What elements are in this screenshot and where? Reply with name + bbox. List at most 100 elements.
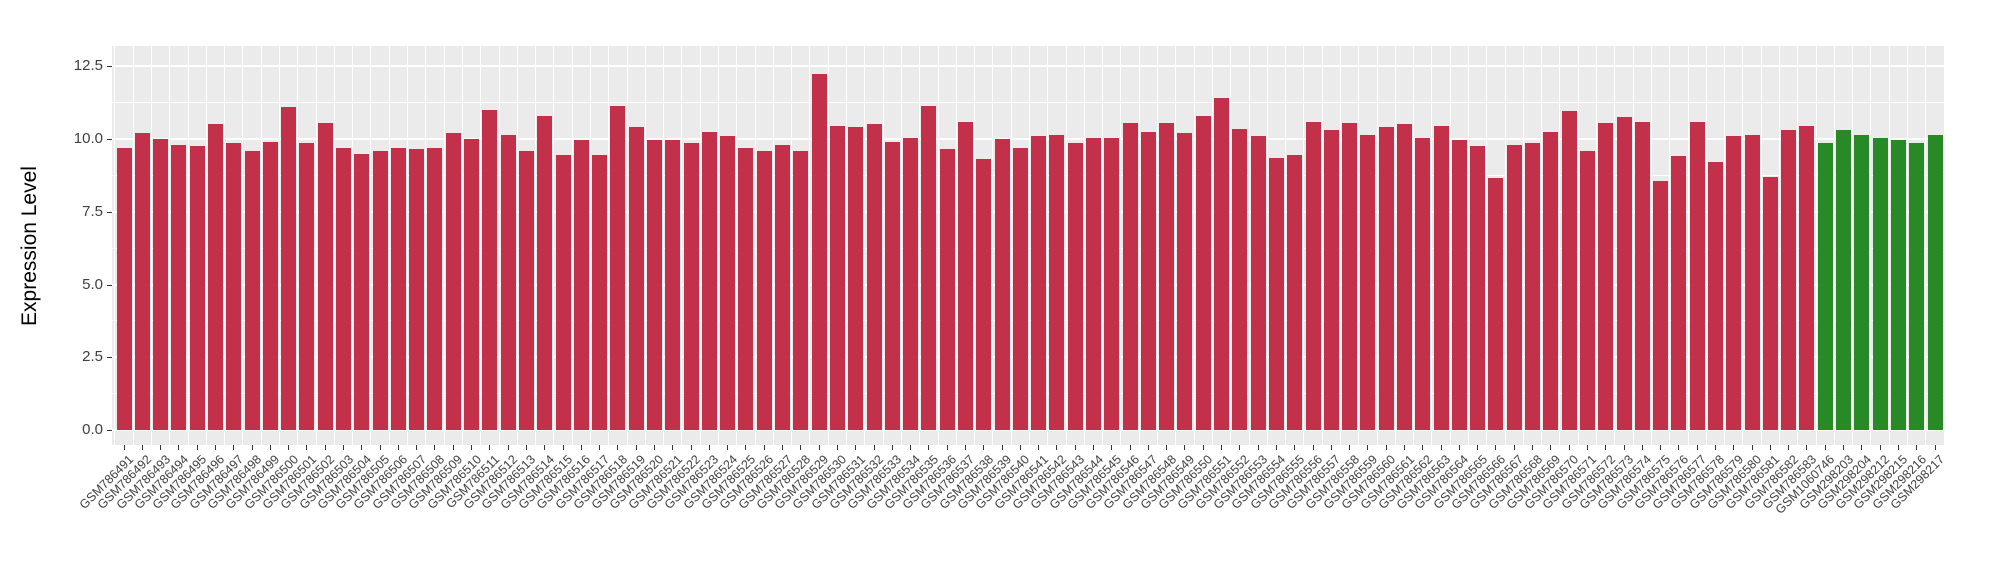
y-tick-mark (107, 284, 112, 286)
x-tick-mark (1422, 445, 1424, 450)
gridline-vertical (297, 46, 299, 445)
bar-GSM786556 (1305, 121, 1321, 430)
bar-GSM786551 (1214, 98, 1230, 430)
x-tick-mark (544, 445, 546, 450)
gridline-vertical (1833, 46, 1835, 445)
gridline-vertical (1065, 46, 1067, 445)
bar-GSM298204 (1854, 134, 1870, 430)
bar-GSM786573 (1616, 117, 1632, 430)
gridline-vertical (224, 46, 226, 445)
gridline-vertical (461, 46, 463, 445)
gridline-vertical (1797, 46, 1799, 445)
bar-GSM786544 (1086, 137, 1102, 430)
bar-GSM786567 (1506, 144, 1522, 430)
gridline-vertical (1468, 46, 1470, 445)
gridline-vertical (1760, 46, 1762, 445)
x-tick-mark (1147, 445, 1149, 450)
gridline-vertical (169, 46, 171, 445)
x-tick-mark (1074, 445, 1076, 450)
gridline-vertical (388, 46, 390, 445)
bar-GSM786510 (464, 139, 480, 430)
x-tick-mark (471, 445, 473, 450)
x-tick-mark (1202, 445, 1204, 450)
x-tick-mark (800, 445, 802, 450)
x-tick-mark (1532, 445, 1534, 450)
bar-GSM786569 (1543, 131, 1559, 430)
gridline-vertical (1394, 46, 1396, 445)
y-tick-mark (107, 66, 112, 68)
gridline-vertical (937, 46, 939, 445)
bar-GSM786559 (1360, 134, 1376, 430)
bar-GSM786540 (1012, 147, 1028, 430)
bar-GSM786494 (171, 144, 187, 430)
x-tick-mark (1879, 445, 1881, 450)
x-tick-mark (1385, 445, 1387, 450)
gridline-vertical (1724, 46, 1726, 445)
x-tick-mark (653, 445, 655, 450)
gridline-vertical (1102, 46, 1104, 445)
gridline-vertical (644, 46, 646, 445)
x-tick-mark (452, 445, 454, 450)
x-tick-mark (1440, 445, 1442, 450)
bar-GSM786568 (1525, 143, 1541, 430)
x-tick-mark (434, 445, 436, 450)
x-tick-mark (416, 445, 418, 450)
x-tick-mark (1129, 445, 1131, 450)
gridline-vertical (1742, 46, 1744, 445)
x-tick-mark (1166, 445, 1168, 450)
x-tick-mark (891, 445, 893, 450)
x-tick-mark (873, 445, 875, 450)
x-tick-mark (1367, 445, 1369, 450)
gridline-vertical (882, 46, 884, 445)
x-tick-mark (1111, 445, 1113, 450)
x-tick-mark (160, 445, 162, 450)
gridline-vertical (407, 46, 409, 445)
gridline-vertical (791, 46, 793, 445)
x-tick-mark (855, 445, 857, 450)
gridline-vertical (718, 46, 720, 445)
gridline-vertical (754, 46, 756, 445)
bar-GSM786505 (372, 150, 388, 430)
bar-GSM786517 (592, 155, 608, 430)
gridline-vertical (1358, 46, 1360, 445)
bar-GSM786578 (1707, 162, 1723, 430)
gridline-vertical (1577, 46, 1579, 445)
gridline-vertical (1815, 46, 1817, 445)
bar-GSM786509 (445, 133, 461, 430)
gridline-major (112, 283, 1944, 286)
x-tick-mark (946, 445, 948, 450)
bar-GSM298212 (1872, 137, 1888, 430)
bar-GSM786514 (537, 115, 553, 430)
x-tick-mark (343, 445, 344, 450)
gridline-vertical (1083, 46, 1085, 445)
bar-GSM786550 (1195, 115, 1211, 430)
y-tick-label: 10.0 (73, 130, 103, 147)
bar-GSM786498 (244, 150, 260, 430)
bar-GSM786503 (336, 147, 351, 430)
gridline-vertical (1047, 46, 1049, 445)
bar-GSM786506 (390, 147, 406, 430)
bar-GSM786525 (738, 147, 754, 430)
x-tick-mark (1824, 445, 1826, 450)
gridline-vertical (1175, 46, 1177, 445)
bar-GSM786523 (701, 131, 717, 430)
bar-GSM786564 (1451, 140, 1467, 430)
bar-GSM786527 (775, 144, 791, 430)
bar-GSM786576 (1671, 156, 1687, 430)
bar-GSM786570 (1561, 111, 1577, 430)
bar-GSM786574 (1634, 121, 1650, 430)
bar-GSM786537 (957, 121, 973, 430)
y-tick-label: 0.0 (82, 421, 103, 438)
gridline-vertical (1230, 46, 1232, 445)
bar-GSM786501 (299, 143, 315, 430)
x-tick-mark (1349, 445, 1351, 450)
bar-GSM786566 (1488, 178, 1504, 430)
gridline-vertical (114, 46, 116, 445)
bar-GSM786499 (262, 141, 278, 430)
gridline-vertical (1669, 46, 1671, 445)
x-tick-mark (1897, 445, 1899, 450)
x-tick-mark (1714, 445, 1716, 450)
gridline-vertical (1285, 46, 1287, 445)
x-tick-mark (599, 445, 601, 450)
